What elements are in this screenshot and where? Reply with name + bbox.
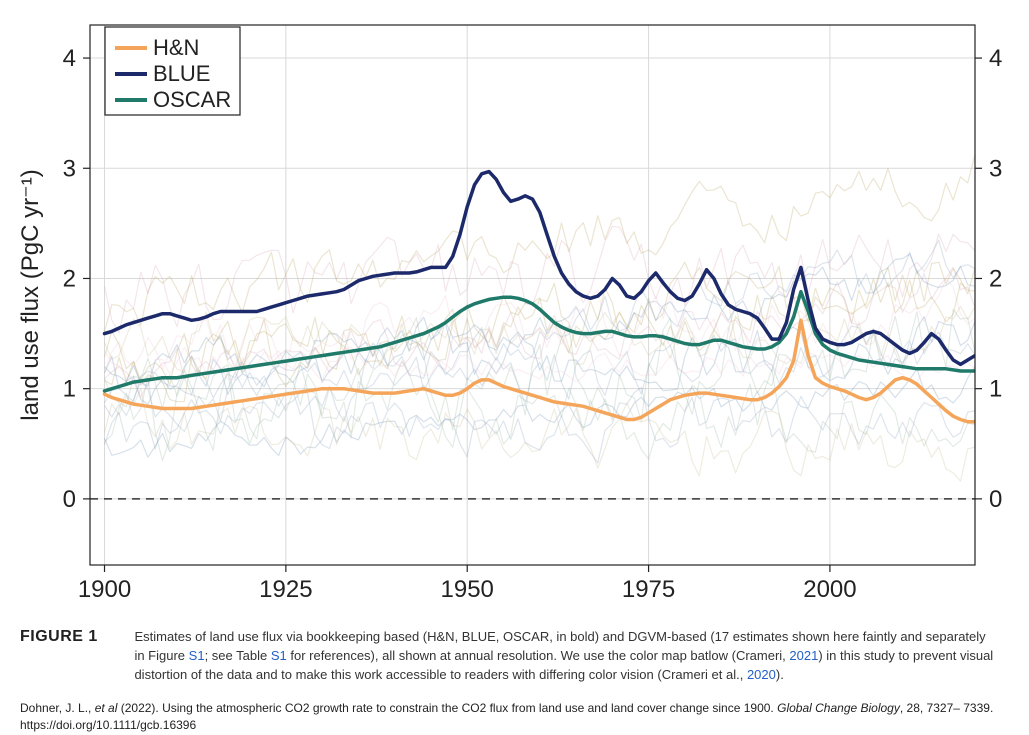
svg-text:1: 1 (63, 376, 76, 403)
svg-text:1975: 1975 (622, 576, 675, 603)
page-root: 1900 1925 1950 1975 2000 0 0 1 1 2 2 3 3 4 4 land use f… (0, 0, 1029, 735)
citation-journal: Global Change Biology (777, 701, 900, 715)
svg-text:1900: 1900 (78, 576, 131, 603)
svg-text:3: 3 (63, 155, 76, 182)
caption-text: ; see Table (205, 648, 271, 663)
caption-text: for references), all shown at annual res… (287, 648, 790, 663)
caption-link-table-s1[interactable]: S1 (271, 648, 287, 663)
caption-link-fig-s1[interactable]: S1 (189, 648, 205, 663)
svg-text:2000: 2000 (803, 576, 856, 603)
svg-text:1925: 1925 (259, 576, 312, 603)
svg-text:4: 4 (63, 45, 76, 72)
citation-doi: https://doi.org/10.1111/gcb.16396 (20, 718, 196, 732)
citation-text: (2022). Using the atmospheric CO2 growth… (117, 701, 777, 715)
caption-link-crameri-2020[interactable]: 2020 (747, 667, 776, 682)
figure-label: FIGURE 1 (20, 628, 130, 646)
svg-text:1: 1 (989, 376, 1002, 403)
svg-text:4: 4 (989, 45, 1002, 72)
citation-text: Dohner, J. L., (20, 701, 95, 715)
citation-block: Dohner, J. L., et al (2022). Using the a… (20, 700, 1009, 734)
svg-text:0: 0 (989, 486, 1002, 513)
svg-text:H&N: H&N (153, 35, 199, 60)
svg-text:3: 3 (989, 155, 1002, 182)
caption-text: ). (776, 667, 784, 682)
figure-caption-text: Estimates of land use flux via bookkeepi… (134, 628, 994, 685)
caption-link-crameri-2021[interactable]: 2021 (789, 648, 818, 663)
svg-text:2: 2 (989, 265, 1002, 292)
svg-text:1950: 1950 (441, 576, 494, 603)
chart-area: 1900 1925 1950 1975 2000 0 0 1 1 2 2 3 3 4 4 land use f… (10, 5, 1019, 615)
citation-etal: et al (95, 701, 118, 715)
svg-text:BLUE: BLUE (153, 61, 210, 86)
citation-text: , 28, 7327– 7339. (900, 701, 993, 715)
svg-text:land use flux (PgC yr⁻¹): land use flux (PgC yr⁻¹) (17, 169, 44, 420)
figure-caption: FIGURE 1 Estimates of land use flux via … (20, 628, 1009, 685)
svg-text:0: 0 (63, 486, 76, 513)
chart-svg: 1900 1925 1950 1975 2000 0 0 1 1 2 2 3 3 4 4 land use f… (10, 5, 1019, 615)
svg-text:OSCAR: OSCAR (153, 87, 231, 112)
svg-text:2: 2 (63, 265, 76, 292)
